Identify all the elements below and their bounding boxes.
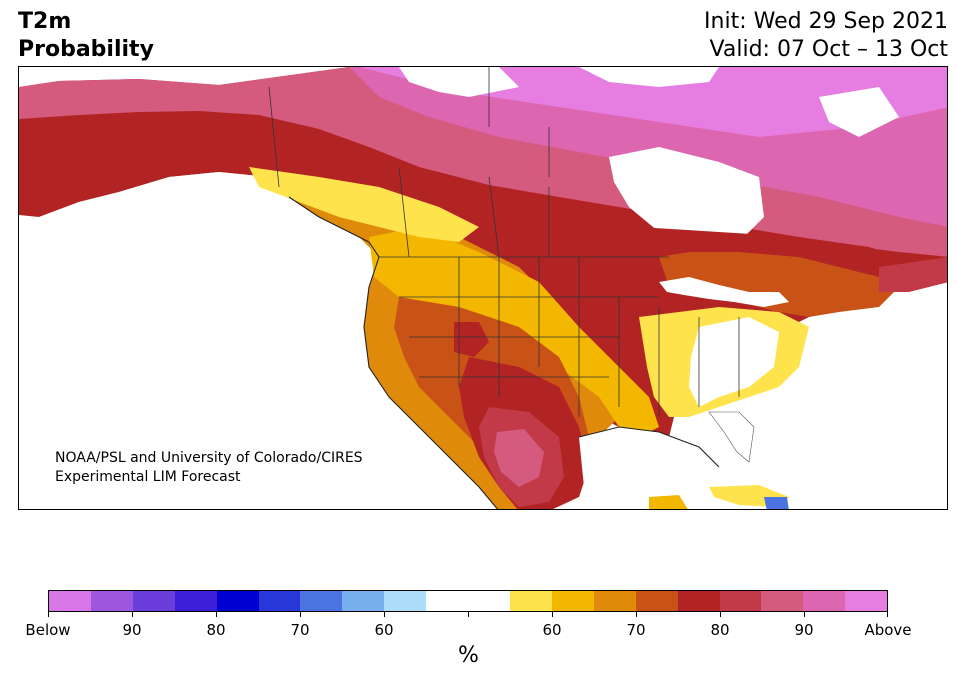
colorbar-tick-label: 90	[794, 621, 814, 639]
caribbean-blue	[764, 497, 789, 509]
colorbar-segment	[49, 591, 91, 611]
colorbar-tick	[636, 612, 637, 617]
colorbar-tick-label: Below	[25, 621, 71, 639]
colorbar-segment	[384, 591, 427, 611]
colorbar-ticks	[48, 612, 888, 618]
colorbar-tick-label: 80	[206, 621, 226, 639]
colorbar-segment	[90, 591, 133, 611]
colorbar	[48, 590, 888, 612]
colorbar-tick	[132, 612, 133, 617]
gulf-of-mexico	[579, 427, 719, 509]
title-product: Probability	[18, 37, 154, 62]
colorbar-tick-label: Above	[864, 621, 912, 639]
colorbar-segment	[132, 591, 175, 611]
region-great-basin-red	[454, 322, 489, 357]
unit-label-text: %	[458, 643, 479, 668]
colorbar-tick	[552, 612, 553, 617]
colorbar-segment	[677, 591, 720, 611]
region-southeast-neutral	[689, 317, 779, 407]
region-northwest-yellow	[249, 167, 479, 242]
colorbar-segment	[845, 591, 888, 611]
credit-text: NOAA/PSL and University of Colorado/CIRE…	[55, 449, 363, 487]
colorbar-tick-label: 90	[122, 621, 142, 639]
colorbar-tick-label: 60	[374, 621, 394, 639]
florida	[708, 411, 755, 463]
coastline	[288, 196, 720, 509]
region-atlantic-canada	[879, 257, 947, 292]
arctic-water	[399, 67, 899, 137]
colorbar-segment	[174, 591, 217, 611]
colorbar-segment	[258, 591, 301, 611]
colorbar-segment	[300, 591, 343, 611]
init-date-label: Init: Wed 29 Sep 2021	[704, 9, 948, 34]
probability-map	[18, 66, 948, 510]
colorbar-tick	[48, 612, 49, 617]
credit-line-2: Experimental LIM Forecast	[55, 469, 241, 485]
colorbar-segment	[216, 591, 259, 611]
hudson-bay	[609, 147, 764, 247]
colorbar-tick	[468, 612, 469, 617]
colorbar-tick	[384, 612, 385, 617]
yucatan	[649, 495, 688, 509]
colorbar-segment	[551, 591, 594, 611]
political-borders	[268, 67, 740, 417]
great-lakes	[659, 277, 789, 307]
colorbar-tick-label: 70	[626, 621, 646, 639]
colorbar-segment	[803, 591, 846, 611]
region-mexico-high	[494, 429, 544, 487]
colorbar-tick-label: 80	[710, 621, 730, 639]
colorbar-segment	[509, 591, 552, 611]
credit-line-1: NOAA/PSL and University of Colorado/CIRE…	[55, 450, 363, 466]
valid-date-label: Valid: 07 Oct – 13 Oct	[709, 37, 948, 62]
colorbar-segment	[342, 591, 385, 611]
colorbar-tick-label: 70	[290, 621, 310, 639]
colorbar-tick	[804, 612, 805, 617]
colorbar-tick	[300, 612, 301, 617]
colorbar-segment	[761, 591, 804, 611]
region-quebec-red	[639, 227, 947, 282]
colorbar-segment	[468, 591, 510, 611]
colorbar-unit-label: %	[0, 643, 959, 668]
colorbar-tick-label: 60	[542, 621, 562, 639]
colorbar-tick	[216, 612, 217, 617]
colorbar-segment	[426, 591, 469, 611]
colorbar-tick	[720, 612, 721, 617]
map-title: T2m Probability	[18, 8, 154, 64]
colorbar-segment	[719, 591, 762, 611]
title-variable: T2m	[18, 9, 72, 34]
north-america-map	[19, 67, 947, 509]
forecast-dates: Init: Wed 29 Sep 2021 Valid: 07 Oct – 13…	[704, 8, 948, 64]
colorbar-segment	[635, 591, 678, 611]
colorbar-tick	[887, 612, 888, 617]
colorbar-segment	[593, 591, 636, 611]
colorbar-tick-labels: Below 90 80 70 60 60 70 80 90 Above	[25, 621, 911, 641]
